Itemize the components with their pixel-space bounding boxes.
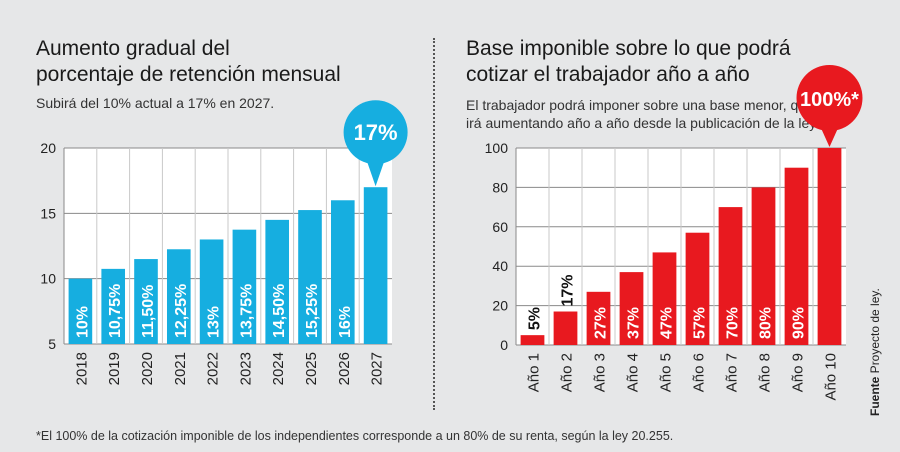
- left-category-label: 2025: [303, 352, 320, 385]
- right-bar: [817, 148, 842, 345]
- source-note: Fuente Proyecto de ley.: [868, 288, 882, 416]
- left-data-label: 11,50%: [140, 285, 157, 338]
- right-category-label: Año 4: [625, 353, 642, 392]
- right-sub-line2: irá aumentando año a año desde la public…: [466, 115, 820, 131]
- left-callout-bubble: [343, 100, 408, 165]
- footnote: *El 100% de la cotización imponible de l…: [36, 429, 674, 443]
- right-bar: [619, 272, 644, 345]
- left-ytick-label: 15: [40, 205, 56, 221]
- left-ytick-label: 5: [48, 336, 56, 352]
- right-title-line1: Base imponible sobre lo que podrá: [466, 37, 791, 60]
- left-data-label: 13%: [206, 306, 223, 338]
- right-category-label: Año 3: [592, 353, 609, 392]
- left-category-label: 2023: [237, 352, 254, 385]
- right-data-label: 5%: [527, 307, 544, 330]
- right-ytick-label: 80: [492, 179, 508, 195]
- right-ytick-label: 60: [492, 219, 508, 235]
- left-chart-subtitle: Subirá del 10% actual a 17% en 2027.: [36, 95, 275, 111]
- left-data-label: 13,75%: [238, 284, 255, 338]
- right-ytick-label: 20: [492, 298, 508, 314]
- right-bar: [652, 252, 677, 345]
- left-category-label: 2020: [139, 352, 156, 385]
- left-bar: [232, 229, 257, 344]
- right-data-label: 47%: [659, 307, 676, 339]
- right-category-label: Año 5: [658, 353, 675, 392]
- right-bar: [784, 167, 809, 345]
- right-category-label: Año 2: [559, 353, 576, 392]
- right-bar: [520, 335, 545, 345]
- right-bar: [718, 207, 743, 345]
- left-category-label: 2026: [336, 352, 353, 385]
- right-bar: [685, 232, 710, 345]
- left-ytick-label: 20: [40, 140, 56, 156]
- left-bar: [363, 187, 388, 344]
- right-bar: [586, 291, 611, 345]
- right-sub-line1: El trabajador podrá imponer sobre una ba…: [466, 97, 814, 113]
- right-callout-label: 100%*: [800, 89, 859, 111]
- right-bar: [553, 311, 578, 345]
- left-category-label: 2019: [106, 352, 123, 385]
- right-panel: Base imponible sobre lo que podrá cotiza…: [440, 0, 870, 420]
- right-category-label: Año 10: [823, 353, 840, 401]
- right-chart-subtitle: El trabajador podrá imponer sobre una ba…: [466, 96, 826, 132]
- right-data-label: 37%: [626, 307, 643, 339]
- left-data-label: 10%: [74, 306, 91, 338]
- right-callout-pointer: [820, 127, 839, 147]
- left-title-line2: porcentaje de retención mensual: [36, 63, 341, 86]
- left-bar: [265, 219, 290, 344]
- right-category-label: Año 7: [724, 353, 741, 392]
- left-bar: [166, 249, 191, 344]
- left-data-label: 14,50%: [271, 284, 288, 338]
- left-category-label: 2027: [369, 352, 386, 385]
- left-data-label: 12,25%: [173, 284, 190, 338]
- right-title-line2: cotizar el trabajador año a año: [466, 63, 750, 86]
- left-callout-pointer: [366, 160, 385, 187]
- right-category-label: Año 6: [691, 353, 708, 392]
- right-category-label: Año 8: [757, 353, 774, 392]
- left-category-label: 2024: [270, 352, 287, 385]
- left-bar: [68, 278, 93, 344]
- right-category-label: Año 1: [526, 353, 543, 392]
- left-ytick-label: 10: [40, 271, 56, 287]
- left-data-label: 10,75%: [107, 284, 124, 338]
- left-bar: [134, 259, 158, 344]
- right-data-label: 27%: [593, 307, 610, 339]
- right-category-label: Año 9: [790, 353, 807, 392]
- left-category-label: 2022: [205, 352, 222, 385]
- right-data-label: 70%: [725, 307, 742, 339]
- left-data-label: 15,25%: [304, 284, 321, 338]
- left-panel: Aumento gradual del porcentaje de retenc…: [0, 0, 430, 420]
- left-category-label: 2018: [73, 352, 90, 385]
- panel-divider: [433, 38, 435, 410]
- right-data-label: 80%: [758, 307, 775, 339]
- right-chart-title: Base imponible sobre lo que podrá cotiza…: [466, 36, 846, 88]
- left-title-line1: Aumento gradual del: [36, 37, 230, 60]
- left-category-label: 2021: [172, 352, 189, 385]
- right-callout-bubble: [796, 65, 863, 131]
- left-bar: [199, 239, 224, 344]
- left-bar: [298, 210, 322, 344]
- source-text: Proyecto de ley.: [868, 288, 882, 374]
- left-callout-label: 17%: [354, 120, 398, 145]
- right-ytick-label: 100: [485, 140, 509, 156]
- left-data-label: 16%: [337, 306, 354, 338]
- right-ytick-label: 0: [500, 337, 508, 353]
- right-data-label: 17%: [560, 274, 577, 306]
- right-data-label: 90%: [791, 307, 808, 339]
- right-data-label: 57%: [692, 307, 709, 339]
- left-bar: [330, 200, 355, 344]
- left-chart-title: Aumento gradual del porcentaje de retenc…: [36, 36, 416, 88]
- right-bar: [751, 187, 776, 345]
- left-bar: [101, 268, 126, 344]
- source-label: Fuente: [868, 376, 882, 416]
- right-ytick-label: 40: [492, 258, 508, 274]
